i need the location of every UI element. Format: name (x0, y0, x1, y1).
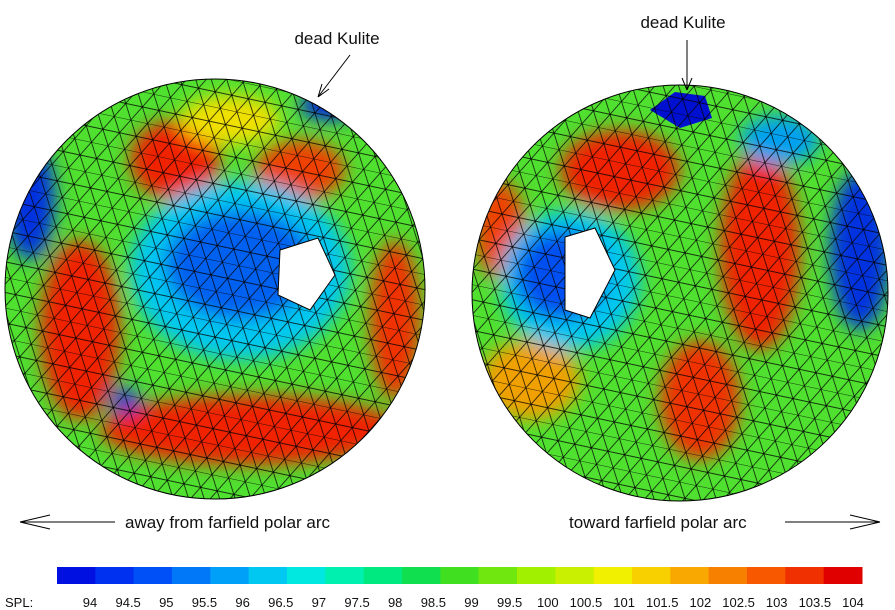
colorbar-swatch (287, 567, 326, 584)
colorbar-tick-label: 98.5 (421, 595, 446, 610)
annotation: dead Kulite (294, 29, 379, 48)
colorbar-swatch (593, 567, 633, 584)
right-outline (471, 84, 889, 502)
colorbar-swatch (325, 567, 365, 584)
annotation: dead Kulite (640, 13, 725, 32)
left-sphere (5, 79, 425, 499)
colorbar-swatch (402, 567, 441, 584)
colorbar-swatch (708, 567, 748, 584)
colorbar-swatch (785, 567, 825, 584)
colorbar-swatch (363, 567, 403, 584)
colorbar-tick-label: 100 (537, 595, 559, 610)
colorbar-swatch (632, 567, 671, 584)
direction-arrow (19, 514, 115, 530)
direction-label: away from farfield polar arc (125, 513, 331, 532)
colorbar-tick-label: 99.5 (497, 595, 522, 610)
colorbar-swatch (172, 567, 211, 584)
colorbar-tick-label: 97 (312, 595, 326, 610)
colorbar-tick-label: 98 (388, 595, 402, 610)
colorbar-tick-label: 100.5 (570, 595, 603, 610)
left-outline (4, 78, 426, 500)
colorbar-swatch (133, 567, 173, 584)
colorbar-swatch (670, 567, 710, 584)
colorbar-swatch (248, 567, 288, 584)
colorbar-tick-label: 101.5 (646, 595, 679, 610)
colorbar-tick-label: 102.5 (722, 595, 755, 610)
colorbar-swatch (440, 567, 480, 584)
colorbar-tick-label: 102 (690, 595, 712, 610)
colorbar-tick-label: 96 (235, 595, 249, 610)
colorbar-tick-label: 101 (613, 595, 635, 610)
colorbar-swatch (517, 567, 556, 584)
colorbar-tick-label: 95 (159, 595, 173, 610)
colorbar-tick-label: 95.5 (192, 595, 217, 610)
direction-label: toward farfield polar arc (569, 513, 747, 532)
annotation-arrow (317, 54, 351, 98)
colorbar-tick-label: 104 (842, 595, 864, 610)
right-sphere (472, 85, 888, 501)
colorbar-label: SPL: (5, 595, 33, 610)
colorbar-swatch (555, 567, 595, 584)
colorbar-swatch (823, 567, 863, 584)
colorbar-tick-label: 103 (766, 595, 788, 610)
colorbar-tick-label: 94 (83, 595, 97, 610)
colorbar-tick-label: 99 (464, 595, 478, 610)
direction-arrow (785, 514, 881, 530)
colorbar-swatch (478, 567, 518, 584)
colorbar-tick-label: 96.5 (268, 595, 293, 610)
colorbar-tick-label: 97.5 (344, 595, 369, 610)
colorbar-swatch (95, 567, 135, 584)
colorbar-tick-label: 103.5 (799, 595, 832, 610)
colorbar-tick-label: 94.5 (115, 595, 140, 610)
colorbar: 94 94.5 95 95.5 96 96.5 97 97.5 98 98.5 99 99.5 100 1… (57, 567, 864, 610)
colorbar-swatch (57, 567, 96, 584)
colorbar-swatch (747, 567, 786, 584)
annotation-arrow (681, 40, 693, 91)
colorbar-swatch (210, 567, 250, 584)
